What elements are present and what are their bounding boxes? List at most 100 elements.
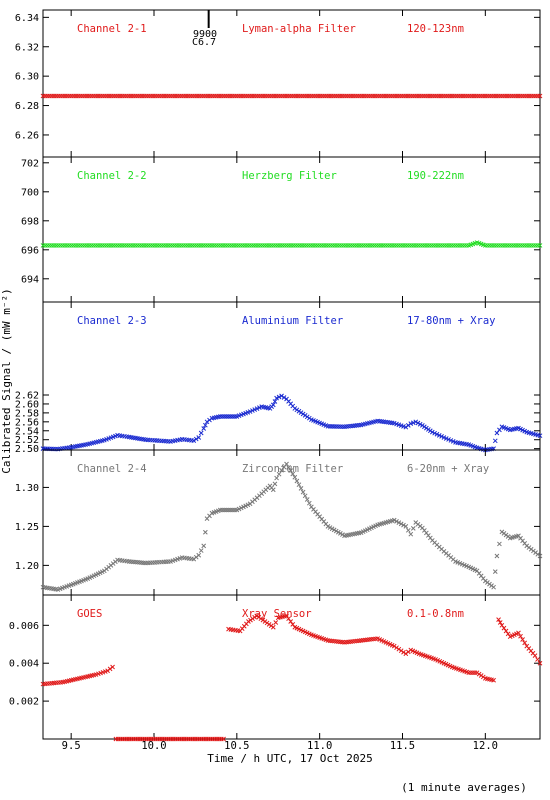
data-point	[191, 438, 197, 443]
flare-event-number: 9900	[193, 29, 217, 40]
data-point	[306, 500, 312, 506]
x-axis: 9.5 10.0 10.5 11.0 11.5 12.0	[62, 740, 498, 752]
panel-channel-label: Channel 2-2	[77, 170, 147, 182]
data-point	[391, 517, 397, 523]
data-point	[537, 243, 543, 248]
data-point	[296, 482, 302, 488]
data-point	[537, 553, 543, 559]
y-tick-label: 0.006	[9, 621, 39, 632]
data-point	[410, 525, 416, 531]
data-point	[300, 489, 306, 495]
data-point	[501, 625, 507, 631]
panel-channel-label: GOES	[77, 608, 102, 620]
x-tick-label: 10.5	[224, 740, 249, 752]
panel-frame	[42, 594, 541, 740]
y-tick-label: 694	[21, 274, 39, 285]
data-point	[302, 493, 308, 499]
panel-1: 6.26 6.28 6.30 6.32 6.34 Channel 2-1 Lyman-alp…	[15, 9, 543, 158]
x-tick-label: 10.0	[141, 740, 166, 752]
data-point	[410, 420, 416, 426]
chart-panels: 6.26 6.28 6.30 6.32 6.34 Channel 2-1 Lyman-alp…	[9, 9, 543, 742]
data-point	[292, 474, 298, 480]
data-point	[408, 531, 414, 537]
data-point	[281, 395, 287, 400]
y-tick-label: 700	[21, 187, 39, 198]
data-point	[429, 429, 435, 435]
panel-4: 1.20 1.25 1.30 Channel 2-4 Zirconium Filter 6…	[15, 449, 543, 596]
data-point	[270, 402, 276, 408]
panel-filter-label: Herzberg Filter	[242, 170, 337, 182]
data-point	[503, 628, 509, 634]
data-point	[535, 657, 540, 662]
y-tick-label: 6.34	[15, 13, 39, 24]
panel-band-label: 6-20nm + Xray	[407, 463, 489, 475]
data-point	[434, 431, 440, 437]
panel-channel-label: Channel 2-1	[77, 23, 147, 35]
panel-data	[40, 240, 543, 248]
data-point	[193, 436, 199, 442]
data-point	[274, 395, 279, 401]
data-point	[439, 434, 444, 439]
data-point	[279, 393, 284, 399]
panel-data	[40, 461, 543, 592]
y-tick-label: 1.25	[15, 522, 39, 533]
data-point	[505, 631, 511, 637]
data-point	[298, 486, 304, 491]
data-point	[221, 736, 226, 742]
data-point	[518, 633, 523, 639]
data-point	[394, 645, 399, 651]
data-point	[417, 421, 423, 427]
data-point	[522, 640, 528, 646]
y-tick-label: 6.28	[15, 101, 39, 112]
panel-data	[40, 93, 543, 99]
panel-3: 2.502.522.542.562.582.602.62 Channel 2-3 A…	[15, 301, 543, 455]
data-point	[516, 630, 521, 636]
data-point	[276, 471, 282, 477]
data-point	[272, 481, 278, 487]
data-point	[413, 419, 419, 425]
data-point	[272, 399, 278, 404]
panel-filter-label: Aluminium Filter	[242, 315, 343, 327]
y-axis-label: Calibrated Signal / (mW m⁻²)	[0, 288, 13, 473]
flare-class: C6.7	[192, 37, 216, 48]
y-tick-label: 2.62	[15, 391, 39, 402]
panel-2: 694 696 698 700 702 Channel 2-2 Herzberg Filte…	[21, 156, 543, 303]
data-point	[537, 660, 543, 666]
data-point	[202, 529, 208, 535]
data-point	[286, 616, 291, 622]
panel-band-label: 17-80nm + Xray	[407, 315, 496, 327]
panel-filter-label: Xray Sensor	[242, 608, 312, 620]
y-tick-label: 6.30	[15, 72, 39, 83]
data-point	[284, 613, 289, 619]
data-point	[532, 653, 538, 658]
data-point	[415, 420, 421, 426]
data-point	[201, 426, 207, 431]
x-tick-label: 11.5	[390, 740, 415, 752]
panel-5: 0.002 0.004 0.006 GOES Xray Sensor 0.1-0.8nm	[9, 594, 543, 742]
data-point	[537, 93, 543, 99]
data-point	[304, 497, 310, 502]
y-tick-label: 6.26	[15, 130, 39, 141]
data-point	[391, 643, 397, 649]
data-point	[432, 430, 437, 436]
data-point	[110, 664, 115, 670]
data-point	[396, 646, 402, 652]
x-tick-label: 9.5	[62, 740, 81, 752]
flare-event-marker: 9900 C6.7	[192, 10, 217, 48]
panel-filter-label: Lyman-alpha Filter	[242, 23, 356, 35]
data-point	[201, 543, 207, 549]
data-point	[394, 519, 399, 524]
y-tick-label: 2.50	[15, 444, 39, 455]
data-point	[290, 622, 296, 627]
data-point	[288, 468, 294, 474]
data-point	[202, 422, 208, 428]
data-point	[492, 569, 498, 574]
data-point	[284, 461, 289, 467]
panel-channel-label: Channel 2-3	[77, 315, 147, 327]
panel-filter-label: Zirconium Filter	[242, 463, 343, 475]
data-point	[276, 394, 282, 400]
data-point	[537, 433, 543, 439]
data-point	[405, 527, 411, 533]
y-tick-label: 696	[21, 245, 39, 256]
